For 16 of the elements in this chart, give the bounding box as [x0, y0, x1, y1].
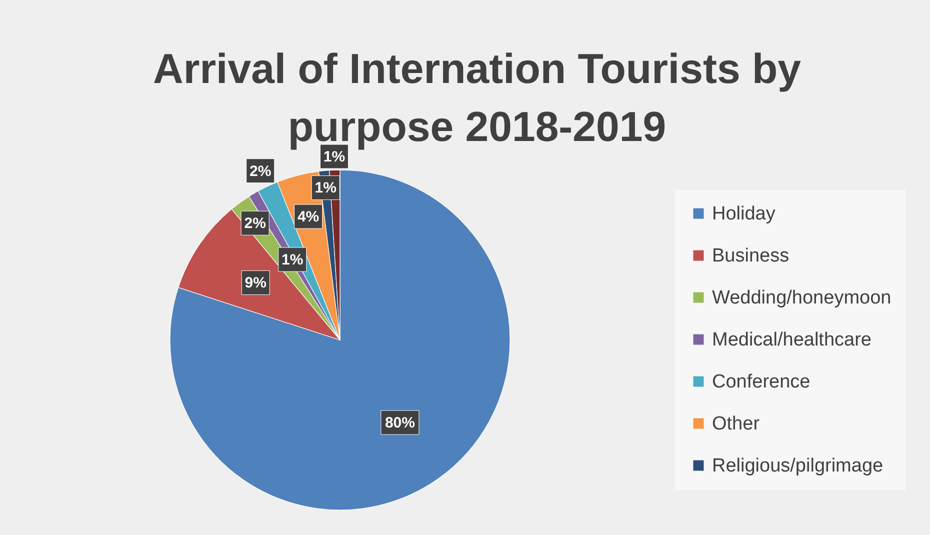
legend-label: Holiday	[712, 204, 776, 224]
data-label: 2%	[250, 162, 272, 180]
data-label: 1%	[314, 180, 336, 197]
data-label: 1%	[323, 148, 346, 166]
data-label: 80%	[384, 414, 415, 432]
legend-label: Religious/pilgrimage	[712, 456, 884, 476]
legend-label: Medical/healthcare	[712, 330, 872, 350]
data-label: 4%	[297, 208, 320, 226]
legend-label: Other	[712, 414, 760, 434]
data-label: 2%	[244, 215, 266, 232]
data-label: 9%	[244, 274, 266, 292]
data-label: 1%	[282, 252, 304, 269]
chart-title: Arrival of Internation Tourists by purpose 2018-2019	[153, 45, 802, 150]
legend-label: Wedding/honeymoon	[712, 288, 892, 308]
legend-label: Business	[712, 246, 790, 266]
legend-label: Conference	[712, 372, 810, 392]
